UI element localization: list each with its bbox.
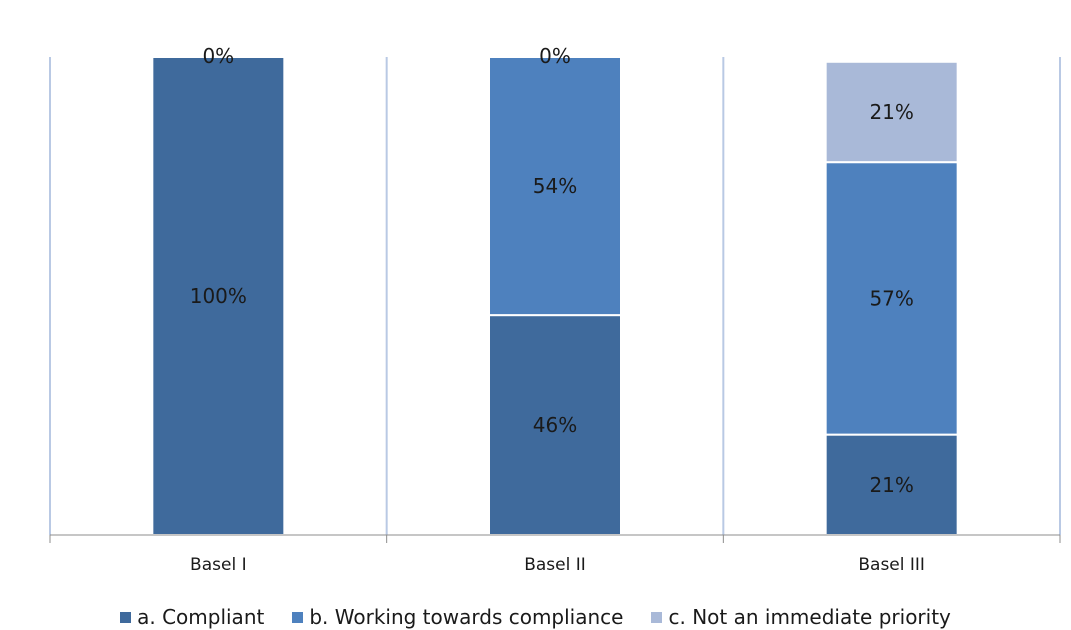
data-label: 0% (202, 44, 234, 68)
data-label: 54% (533, 174, 577, 198)
legend-label: c. Not an immediate priority (668, 605, 951, 629)
legend-item: b. Working towards compliance (292, 605, 623, 629)
bar-segment-2 (824, 161, 959, 436)
legend-label: a. Compliant (137, 605, 265, 629)
data-label: 21% (869, 100, 913, 124)
bar-segment-1 (824, 433, 959, 536)
legend-swatch (292, 611, 304, 623)
legend-item: a. Compliant (120, 605, 264, 629)
bar-segment-3 (824, 60, 959, 164)
data-label: 21% (869, 473, 913, 497)
data-label: 46% (533, 413, 577, 437)
legend-label: b. Working towards compliance (309, 605, 624, 629)
stacked-bar-chart: 100% 0% Basel I 46% 54% 0% Basel II 21% 57% 21% Ba… (49, 44, 1061, 575)
data-label: 57% (869, 286, 913, 310)
bar-segment-1 (151, 56, 286, 536)
legend-item: c. Not an immediate priority (651, 605, 951, 629)
legend: a. Compliant b. Working towards complianc… (0, 604, 1071, 630)
x-tick-label: Basel I (190, 555, 247, 575)
legend-swatch (651, 611, 663, 623)
bar-segment-2 (488, 56, 622, 317)
x-tick-label: Basel II (524, 555, 586, 575)
data-label: 0% (539, 44, 571, 68)
legend-swatch (120, 611, 132, 623)
data-label: 100% (190, 284, 247, 308)
x-tick-label: Basel III (858, 555, 925, 575)
